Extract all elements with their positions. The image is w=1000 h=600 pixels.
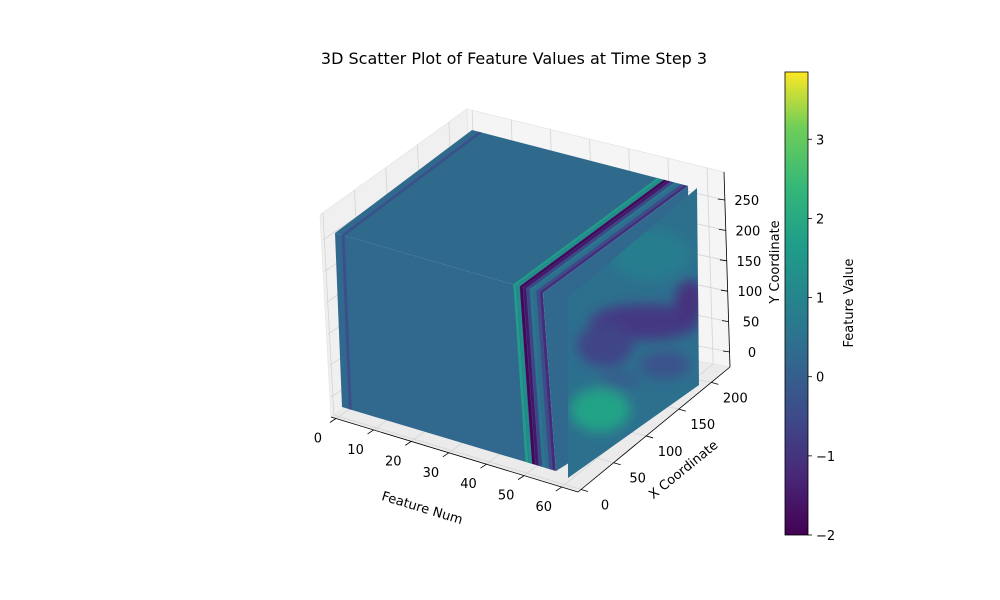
end-face-patch (675, 280, 699, 320)
feature-slice (519, 286, 536, 465)
x-tick-label: 10 (347, 443, 364, 458)
x-tick-label: 0 (314, 432, 322, 447)
y-tick-mark (580, 489, 589, 492)
cube-front-face (335, 233, 556, 471)
z-tick-label: 250 (734, 194, 759, 209)
y-tick-label: 150 (690, 418, 715, 433)
x-axis-line (330, 416, 579, 493)
feature-slice-top (526, 181, 674, 290)
y-tick-mark (711, 381, 719, 385)
grid-line (322, 212, 335, 416)
grid-line (706, 167, 714, 364)
feature-slice (523, 287, 539, 466)
end-face-patch (570, 388, 630, 432)
chart-title: 3D Scatter Plot of Feature Values at Tim… (321, 49, 707, 68)
z-tick-mark (717, 198, 725, 201)
y-tick-mark (678, 408, 686, 412)
data-cube (335, 130, 699, 478)
feature-slice (526, 288, 543, 467)
feature-slice-top (529, 182, 678, 291)
z-tick-mark (721, 320, 730, 322)
y-tick-label: 0 (601, 499, 609, 514)
z-tick-mark (719, 259, 727, 262)
z-tick-mark (722, 350, 731, 353)
feature-slice (341, 234, 352, 410)
z-tick-label: 100 (738, 285, 763, 300)
x-tick-mark (480, 463, 487, 469)
y-axis-line (577, 366, 731, 493)
feature-slice-top (516, 178, 664, 287)
y-tick-label: 100 (658, 445, 683, 460)
x-tick-mark (329, 418, 337, 423)
z-tick-label: 50 (743, 316, 760, 331)
feature-slice (533, 290, 549, 469)
feature-slice-top (519, 179, 668, 288)
z-tick-label: 200 (735, 224, 760, 239)
x-tick-label: 50 (498, 489, 515, 504)
feature-slice-top (536, 184, 685, 292)
colorbar-tick-label: 2 (816, 212, 824, 227)
y-tick-label: 200 (723, 391, 748, 406)
feature-slice (516, 285, 532, 464)
end-face-patch (577, 323, 633, 367)
feature-slices (341, 131, 688, 471)
z-axis-line (723, 171, 731, 368)
tick-marks: 0 10 20 30 40 50 60 0 50 100 150 200 0 50 100 150 200 250 (314, 194, 763, 515)
z-tick-label: 0 (748, 346, 756, 361)
y-tick-mark (613, 462, 621, 466)
feature-slice-top (513, 178, 661, 286)
z-tick-label: 150 (736, 255, 761, 270)
y-tick-mark (646, 435, 654, 439)
colorbar-ticks: −2 −1 0 1 2 3 (808, 133, 835, 544)
feature-slice (529, 289, 546, 468)
colorbar-tick-label: 3 (816, 133, 824, 148)
z-axis-label: Y Coordinate (768, 220, 783, 304)
feature-slice-top (533, 183, 681, 291)
colorbar-label: Feature Value (842, 259, 857, 348)
cube-top-face (335, 130, 688, 293)
z-tick-mark (718, 229, 726, 231)
feature-slice-top (523, 180, 671, 289)
end-face-patch (600, 370, 640, 390)
x-axis-label: Feature Num (380, 489, 465, 528)
y-tick-label: 50 (629, 472, 646, 487)
x-tick-mark (517, 475, 525, 480)
x-tick-mark (404, 441, 412, 446)
z-tick-mark (720, 289, 728, 292)
x-tick-mark (555, 486, 562, 492)
end-face-patch (640, 351, 690, 379)
grid-line (333, 414, 582, 490)
x-tick-mark (367, 429, 374, 435)
feature-slice-top (341, 131, 482, 236)
feature-slice (539, 292, 556, 471)
x-tick-mark (442, 452, 450, 458)
colorbar-tick-label: 0 (816, 371, 824, 386)
feature-slice (513, 284, 529, 463)
colorbar-tick-label: −2 (816, 529, 835, 544)
axis-lines (330, 171, 731, 493)
x-tick-label: 30 (423, 466, 440, 481)
colorbar-tick-label: 1 (816, 292, 824, 307)
colorbar-gradient (784, 71, 809, 536)
colorbar-tick-label: −1 (816, 450, 835, 465)
colorbar: −2 −1 0 1 2 3 Feature Value (784, 71, 857, 544)
x-tick-label: 60 (535, 500, 552, 515)
feature-slice (536, 291, 553, 470)
feature-slice-top (539, 185, 688, 293)
x-tick-label: 20 (385, 454, 402, 469)
x-tick-label: 40 (460, 477, 477, 492)
